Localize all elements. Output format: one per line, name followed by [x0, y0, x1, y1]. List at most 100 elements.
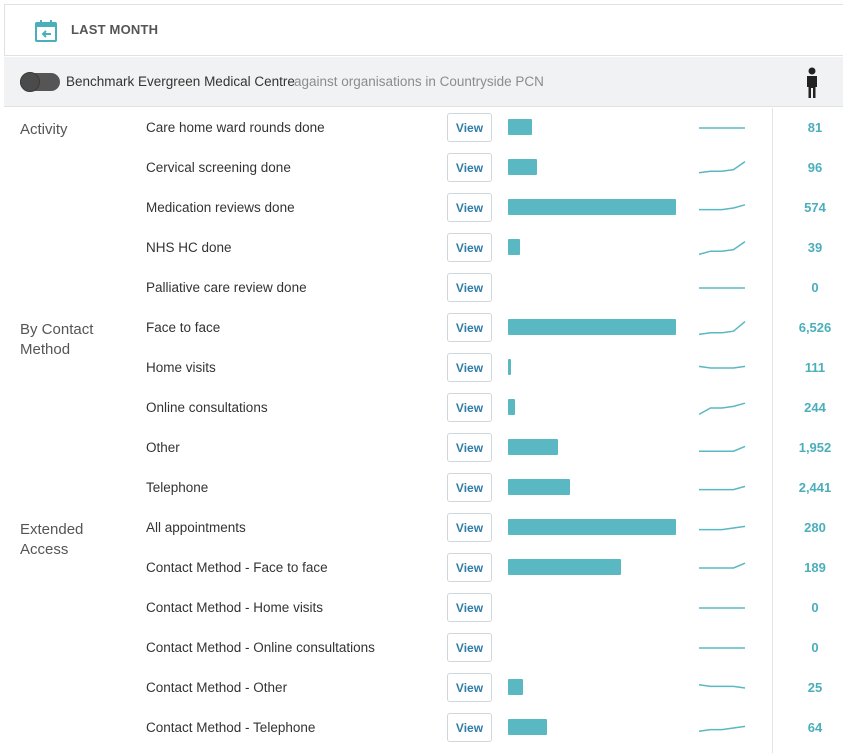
sparkline-line	[698, 402, 746, 416]
sparkline	[699, 525, 746, 531]
sparkline-line	[698, 725, 746, 732]
sparkline	[699, 445, 746, 452]
metric-value: 6,526	[798, 320, 832, 335]
metric-bar	[508, 719, 547, 735]
metric-label: All appointments	[146, 520, 246, 535]
view-button[interactable]: View	[447, 433, 492, 462]
metric-label: Other	[146, 440, 180, 455]
metric-label: Online consultations	[146, 400, 268, 415]
view-button[interactable]: View	[447, 513, 492, 542]
metric-label: Contact Method - Online consultations	[146, 640, 375, 655]
metric-bar	[508, 479, 571, 495]
table-row: Contact Method - Online consultations Vie…	[0, 628, 843, 668]
metric-bar	[508, 239, 520, 255]
metric-bar	[508, 199, 676, 215]
table-row: Medication reviews done View 574	[0, 188, 843, 228]
benchmark-label: Benchmark Evergreen Medical Centre	[66, 74, 295, 89]
benchmark-comparison: against organisations in Countryside PCN	[294, 74, 544, 89]
table-row: Telephone View 2,441	[0, 468, 843, 508]
view-button[interactable]: View	[447, 713, 492, 742]
benchmark-toggle[interactable]	[20, 72, 60, 92]
table-row: Contact Method - Face to face View 189	[0, 548, 843, 588]
view-button[interactable]: View	[447, 473, 492, 502]
metric-value: 25	[807, 680, 823, 695]
bar-track	[508, 119, 676, 135]
metric-bar	[508, 359, 512, 375]
view-button[interactable]: View	[447, 553, 492, 582]
bar-track	[508, 439, 676, 455]
table-row: Activity Care home ward rounds done View 81	[0, 108, 843, 148]
metric-bar	[508, 519, 676, 535]
sparkline	[698, 725, 746, 732]
metric-value: 244	[804, 400, 826, 415]
table-row: Online consultations View 244	[0, 388, 843, 428]
value-column-divider	[772, 108, 773, 753]
metric-bar	[508, 159, 537, 175]
view-button[interactable]: View	[447, 193, 492, 222]
view-button[interactable]: View	[447, 673, 492, 702]
bar-track	[508, 519, 676, 535]
bar-track	[508, 599, 676, 615]
view-button[interactable]: View	[447, 153, 492, 182]
metric-value: 280	[804, 520, 826, 535]
view-button[interactable]: View	[447, 233, 492, 262]
sparkline-line	[699, 562, 746, 569]
metric-bar	[508, 679, 524, 695]
table-row: Palliative care review done View 0	[0, 268, 843, 308]
sparkline-line	[698, 684, 746, 689]
metric-value: 96	[807, 160, 823, 175]
sparkline	[699, 204, 746, 211]
sparkline	[699, 562, 746, 569]
sparkline	[698, 684, 746, 689]
view-button[interactable]: View	[447, 313, 492, 342]
table-row: Contact Method - Telephone View 64	[0, 708, 843, 748]
metric-value: 189	[804, 560, 826, 575]
view-button[interactable]: View	[447, 393, 492, 422]
view-button[interactable]: View	[447, 593, 492, 622]
metric-value: 0	[811, 640, 819, 655]
metric-bar	[508, 439, 559, 455]
metric-label: Cervical screening done	[146, 160, 291, 175]
metric-bar	[508, 559, 621, 575]
period-title: LAST MONTH	[71, 22, 159, 37]
calendar-back-icon[interactable]	[34, 19, 58, 43]
metric-value: 64	[807, 720, 823, 735]
bar-track	[508, 199, 676, 215]
benchmark-bar: Benchmark Evergreen Medical Centre again…	[4, 57, 843, 107]
person-icon[interactable]	[804, 67, 820, 99]
bar-track	[508, 319, 676, 335]
metric-value: 111	[804, 360, 826, 375]
metric-value: 39	[807, 240, 823, 255]
view-button[interactable]: View	[447, 273, 492, 302]
metric-value: 81	[807, 120, 823, 135]
sparkline	[699, 287, 745, 289]
view-button[interactable]: View	[447, 353, 492, 382]
bar-track	[508, 159, 676, 175]
metric-label: Contact Method - Telephone	[146, 720, 316, 735]
sparkline	[699, 485, 746, 491]
table-row: Contact Method - Other View 25	[0, 668, 843, 708]
metric-value: 2,441	[798, 480, 832, 495]
metric-bar	[508, 119, 532, 135]
group-label: By Contact Method	[20, 321, 94, 358]
sparkline	[698, 365, 746, 369]
table-row: Other View 1,952	[0, 428, 843, 468]
sparkline-line	[699, 204, 746, 211]
bar-track	[508, 719, 676, 735]
sparkline	[699, 607, 745, 609]
view-button[interactable]: View	[447, 113, 492, 142]
metric-value: 574	[804, 200, 826, 215]
metric-bar	[508, 399, 515, 415]
bar-track	[508, 359, 676, 375]
sparkline-line	[698, 365, 746, 369]
view-button[interactable]: View	[447, 633, 492, 662]
bar-track	[508, 479, 676, 495]
sparkline-line	[698, 321, 746, 336]
bar-track	[508, 559, 676, 575]
metric-label: Telephone	[146, 480, 209, 495]
group-label: Extended Access	[20, 521, 84, 558]
metric-label: Contact Method - Other	[146, 680, 288, 695]
metric-value: 1,952	[798, 440, 832, 455]
metric-bar	[508, 319, 676, 335]
metric-label: Contact Method - Home visits	[146, 600, 324, 615]
